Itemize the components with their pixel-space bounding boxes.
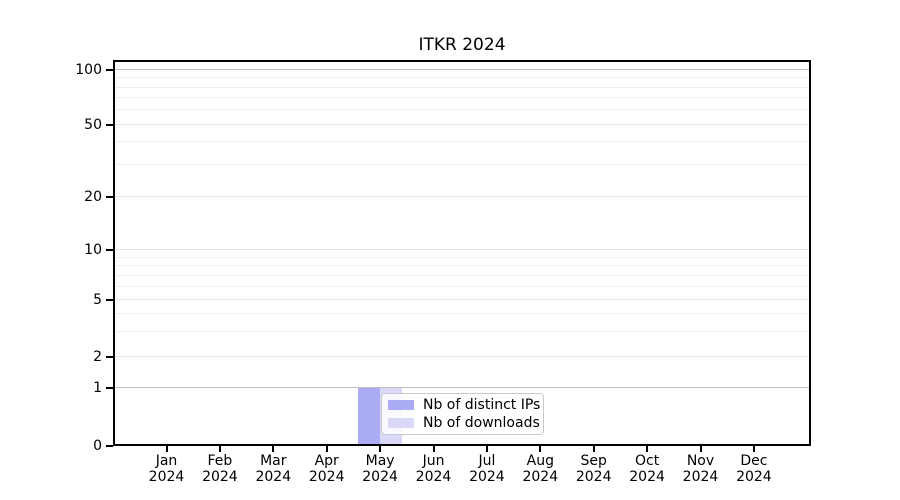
x-label-month: Apr: [314, 453, 339, 469]
x-label-month: Mar: [260, 453, 287, 469]
x-axis-tick-label-aug: Aug 2024: [508, 453, 572, 485]
gridline-minor-y-70: [113, 97, 811, 99]
legend-label-downloads: Nb of downloads: [423, 414, 540, 431]
x-axis-tick-label-may: May 2024: [348, 453, 412, 485]
x-axis-tick-label-apr: Apr 2024: [295, 453, 359, 485]
x-tick-mark-jan: [165, 446, 168, 452]
x-axis-tick-label-mar: Mar 2024: [241, 453, 305, 485]
x-label-year: 2024: [362, 469, 398, 485]
y-tick-mark-1: [106, 387, 113, 390]
gridline-y-20: [113, 196, 811, 198]
legend-swatch-distinct-ips: [388, 400, 414, 411]
gridline-minor-y-40: [113, 141, 811, 143]
x-tick-mark-may: [379, 446, 382, 452]
x-label-month: Nov: [686, 453, 715, 469]
legend-label-distinct-ips: Nb of distinct IPs: [423, 397, 541, 414]
y-axis-tick-label-0: 0: [93, 438, 102, 454]
gridline-minor-y-6: [113, 285, 811, 287]
x-label-month: Jan: [155, 453, 178, 469]
y-axis-tick-label-2: 2: [93, 348, 102, 365]
x-axis-tick-label-jul: Jul 2024: [455, 453, 519, 485]
x-label-year: 2024: [308, 469, 345, 485]
x-tick-mark-feb: [218, 446, 221, 452]
x-label-month: Jun: [422, 453, 445, 469]
gridline-y-2: [113, 355, 811, 357]
legend-row-distinct-ips: Nb of distinct IPs: [388, 397, 541, 414]
x-axis-tick-label-jan: Jan 2024: [135, 453, 199, 485]
x-axis-tick-label-nov: Nov 2024: [669, 453, 733, 485]
x-label-month: May: [365, 453, 395, 469]
gridline-y-5: [113, 299, 811, 301]
y-axis-tick-label-5: 5: [93, 292, 102, 309]
x-label-year: 2024: [469, 469, 505, 485]
x-label-year: 2024: [682, 469, 719, 485]
y-axis-tick-label-10: 10: [84, 241, 102, 258]
legend-row-downloads: Nb of downloads: [388, 414, 540, 431]
bar-distinct-ips-may: [358, 388, 381, 446]
x-tick-mark-oct: [646, 446, 649, 452]
x-label-month: Oct: [634, 453, 660, 469]
gridline-minor-y-3: [113, 330, 811, 332]
gridline-minor-y-30: [113, 164, 811, 166]
x-label-month: Feb: [207, 453, 233, 469]
x-label-year: 2024: [255, 469, 292, 485]
x-tick-mark-aug: [539, 446, 542, 452]
x-tick-mark-apr: [325, 446, 328, 452]
x-axis-tick-label-jun: Jun 2024: [402, 453, 466, 485]
x-label-month: Aug: [526, 453, 554, 469]
gridline-minor-y-4: [113, 312, 811, 314]
x-label-month: Dec: [740, 453, 768, 469]
y-axis-tick-label-1: 1: [93, 380, 102, 397]
gridline-minor-y-7: [113, 274, 811, 276]
x-tick-mark-jun: [432, 446, 435, 452]
gridline-minor-y-90: [113, 77, 811, 79]
y-axis-tick-label-20: 20: [84, 189, 102, 206]
gridline-y-50: [113, 123, 811, 125]
x-axis-tick-label-sep: Sep 2024: [562, 453, 626, 485]
x-label-year: 2024: [202, 469, 238, 485]
legend: Nb of distinct IPs Nb of downloads: [381, 393, 544, 435]
x-tick-mark-jul: [485, 446, 488, 452]
y-tick-mark-0: [106, 445, 113, 447]
y-tick-mark-50: [106, 123, 113, 126]
gridline-minor-y-60: [113, 109, 811, 111]
chart-title: ITKR 2024: [418, 35, 506, 55]
plot-area: [113, 60, 811, 446]
y-axis-tick-label-100: 100: [75, 62, 102, 79]
x-label-year: 2024: [415, 469, 452, 485]
x-tick-mark-dec: [752, 446, 755, 452]
gridline-minor-y-8: [113, 265, 811, 267]
gridline-y-10: [113, 248, 811, 250]
x-label-month: Jul: [478, 453, 496, 469]
gridline-y-1: [113, 387, 811, 389]
x-label-year: 2024: [575, 469, 612, 485]
x-tick-mark-sep: [592, 446, 595, 452]
y-tick-mark-10: [106, 248, 113, 251]
legend-swatch-downloads: [388, 417, 414, 428]
x-axis-tick-label-oct: Oct 2024: [615, 453, 679, 485]
x-label-year: 2024: [522, 469, 559, 485]
gridline-minor-y-80: [113, 86, 811, 88]
y-axis-tick-label-50: 50: [84, 116, 102, 133]
x-label-year: 2024: [148, 469, 185, 485]
gridline-y-100: [113, 69, 811, 71]
x-axis-tick-label-feb: Feb 2024: [188, 453, 252, 485]
y-tick-mark-5: [106, 299, 113, 302]
x-label-month: Sep: [580, 453, 607, 469]
y-tick-mark-20: [106, 196, 113, 199]
x-axis-tick-label-dec: Dec 2024: [722, 453, 786, 485]
gridline-minor-y-9: [113, 256, 811, 258]
x-label-year: 2024: [629, 469, 665, 485]
x-tick-mark-mar: [272, 446, 275, 452]
y-tick-mark-100: [106, 69, 113, 72]
y-tick-mark-2: [106, 355, 113, 358]
x-tick-mark-nov: [699, 446, 702, 452]
x-label-year: 2024: [736, 469, 772, 485]
